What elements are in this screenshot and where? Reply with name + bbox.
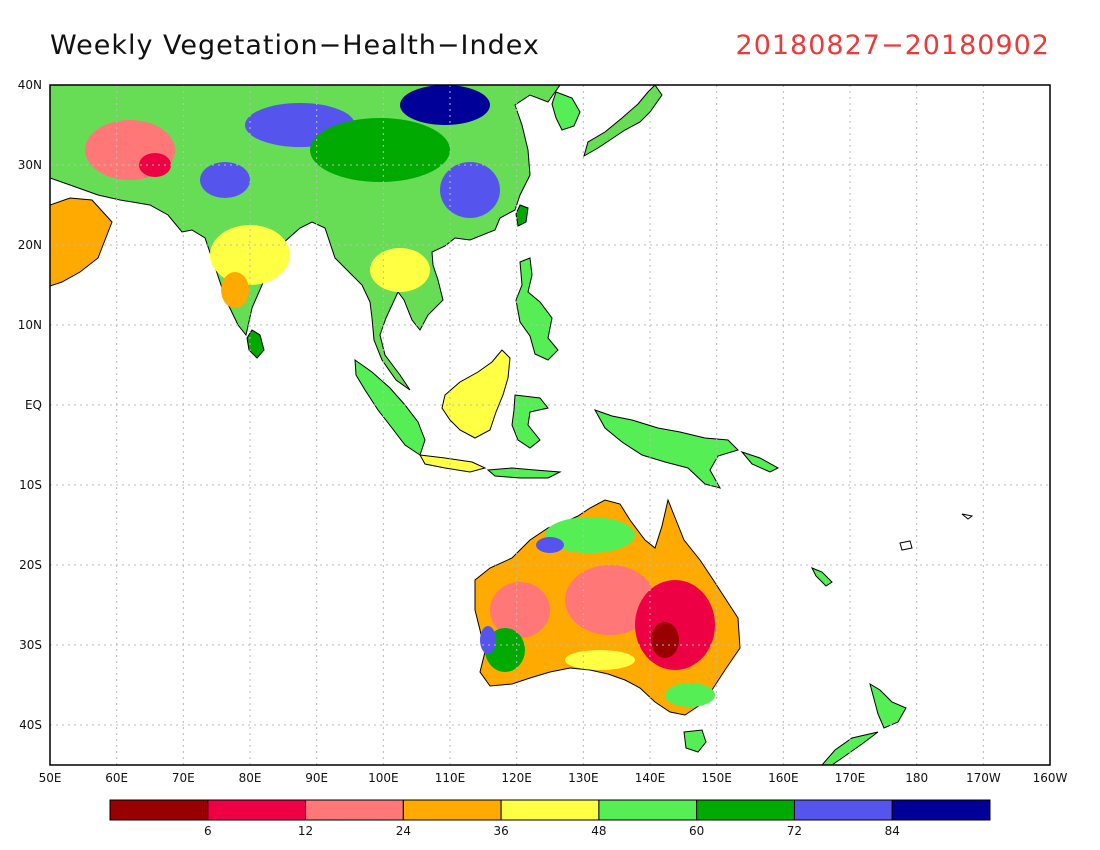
lon-tick-label: 140E xyxy=(635,771,666,785)
lon-tick-label: 120E xyxy=(501,771,532,785)
vhi-patch-tibet xyxy=(200,162,250,198)
landmass-arabia xyxy=(50,197,113,287)
vhi-patch-mongolia xyxy=(400,85,490,125)
lon-tick-label: 80E xyxy=(239,771,262,785)
vhi-patch-aus-west xyxy=(490,582,550,638)
landmass-new-caledonia xyxy=(810,567,833,587)
lon-tick-label: 60E xyxy=(105,771,128,785)
vhi-patch-aus-darkred xyxy=(651,622,679,658)
vhi-patch-aus-sw-blue xyxy=(480,626,496,654)
map-frame xyxy=(49,84,1051,766)
colorbar-swatch xyxy=(500,799,600,821)
lat-tick-label: 10S xyxy=(19,478,42,492)
colorbar-swatch xyxy=(109,799,209,821)
lon-tick-label: 160W xyxy=(1033,771,1068,785)
vhi-overlay xyxy=(85,85,715,707)
colorbar-swatch xyxy=(305,799,404,821)
vhi-patch-indochina xyxy=(370,248,430,292)
lat-tick-label: 10N xyxy=(18,318,42,332)
colorbar: 6 12 24 36 48 60 72 84 xyxy=(109,799,991,838)
landmass-solomon-islands xyxy=(740,450,780,473)
landmass-sumatra xyxy=(354,358,426,456)
colorbar-swatch xyxy=(402,799,502,821)
colorbar-label: 84 xyxy=(885,824,900,838)
landmass-borneo xyxy=(441,349,511,439)
vhi-patch-aus-south-yellow xyxy=(565,650,635,670)
landmass-sulawesi xyxy=(511,394,549,449)
vhi-patch-china-green xyxy=(310,118,450,182)
vhi-patch-aus-nw-blue xyxy=(536,537,564,553)
colorbar-swatch xyxy=(598,799,698,821)
lat-tick-label: 40N xyxy=(18,78,42,92)
vhi-patch-aus-east-red xyxy=(635,580,715,670)
landmass-sri-lanka xyxy=(246,329,265,359)
vhi-patch-pakistan xyxy=(139,153,171,177)
vhi-patch-east-china xyxy=(440,162,500,218)
lat-tick-label: 20S xyxy=(19,558,42,572)
lat-tick-label: 20N xyxy=(18,238,42,252)
colorbar-label: 48 xyxy=(591,824,606,838)
lat-tick-label: 30N xyxy=(18,158,42,172)
lon-tick-label: 100E xyxy=(368,771,399,785)
colorbar-label: 6 xyxy=(204,824,212,838)
lon-tick-label: 160E xyxy=(768,771,799,785)
landmass-new-guinea xyxy=(593,409,739,489)
vhi-patch-india-orange xyxy=(221,272,249,308)
map-title: Weekly Vegetation−Health−Index xyxy=(50,30,540,61)
lon-tick-label: 170W xyxy=(966,771,1001,785)
lon-tick-label: 150E xyxy=(701,771,732,785)
graticule xyxy=(50,85,1050,765)
lon-tick-label: 110E xyxy=(435,771,466,785)
latitude-labels: 40N 30N 20N 10N EQ 10S 20S 30S 40S xyxy=(18,78,42,732)
lat-tick-label: 40S xyxy=(19,718,42,732)
lat-tick-label: EQ xyxy=(25,398,42,412)
lon-tick-label: 180 xyxy=(905,771,928,785)
lon-tick-label: 90E xyxy=(305,771,328,785)
landmass-philippines xyxy=(515,257,559,361)
vhi-patch-aus-centre xyxy=(565,565,655,635)
colorbar-label: 24 xyxy=(396,824,411,838)
landmass-taiwan xyxy=(515,204,529,227)
colorbar-label: 60 xyxy=(689,824,704,838)
colorbar-swatch xyxy=(793,799,893,821)
colorbar-label: 12 xyxy=(298,824,313,838)
lon-tick-label: 130E xyxy=(568,771,599,785)
landmass-lesser-sunda xyxy=(486,467,562,479)
colorbar-label: 36 xyxy=(493,824,508,838)
lat-tick-label: 30S xyxy=(19,638,42,652)
colorbar-label: 72 xyxy=(787,824,802,838)
colorbar-swatch xyxy=(891,799,991,821)
colorbar-swatch xyxy=(207,799,307,821)
longitude-labels: 50E 60E 70E 80E 90E 100E 110E 120E 130E 140E 150E 1… xyxy=(39,771,1068,785)
landmass-korea xyxy=(551,91,581,131)
landmass-tasmania xyxy=(683,729,707,753)
lon-tick-label: 50E xyxy=(39,771,62,785)
lon-tick-label: 70E xyxy=(172,771,195,785)
landmass-new-zealand xyxy=(821,682,907,765)
lon-tick-label: 170E xyxy=(835,771,866,785)
vhi-patch-aus-se xyxy=(665,683,715,707)
date-range: 20180827−20180902 xyxy=(735,30,1050,61)
colorbar-swatch xyxy=(696,799,795,821)
landmass-java xyxy=(419,454,487,473)
landmass-fiji xyxy=(899,513,974,551)
landmass-japan xyxy=(583,85,663,158)
vhi-patch-aus-north xyxy=(545,517,635,553)
